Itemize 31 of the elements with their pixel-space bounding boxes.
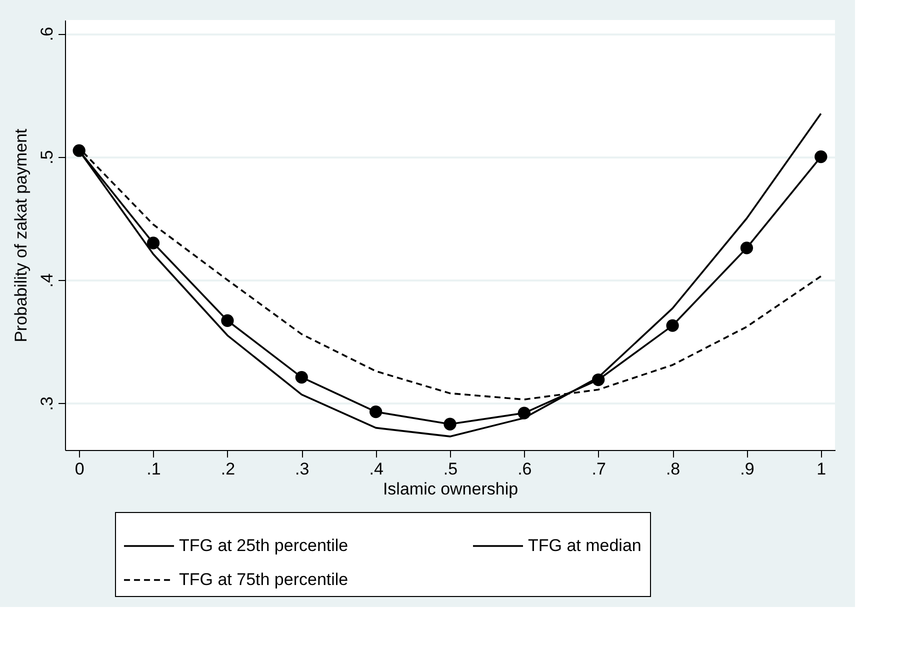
y-axis-title: Probability of zakat payment (12, 128, 30, 342)
point (146, 236, 160, 250)
x-axis-title: Islamic ownership (382, 480, 518, 498)
point (518, 406, 531, 420)
x-tick-label: .4 (369, 460, 384, 478)
x-tick-label: .9 (740, 460, 754, 478)
x-tick-label: .8 (666, 460, 680, 478)
x-tick-label: .5 (443, 460, 458, 478)
y-tick-label: .4 (38, 273, 56, 288)
y-tick-label: .5 (38, 150, 56, 164)
legend-label: TFG at 75th percentile (179, 570, 348, 589)
point (592, 373, 605, 386)
x-tick-label: .6 (518, 460, 532, 478)
point (740, 242, 754, 254)
x-tick-label: .1 (146, 460, 161, 478)
point (221, 314, 234, 327)
x-tick-label: .3 (295, 460, 310, 478)
legend-label: TFG at median (528, 536, 642, 555)
point (295, 370, 308, 384)
x-tick-label: .7 (592, 460, 606, 478)
point (444, 418, 456, 430)
point (369, 405, 382, 418)
y-tick-label: .3 (38, 396, 56, 411)
point (814, 150, 828, 164)
x-tick-label: 1 (816, 460, 826, 478)
y-tick-label: .6 (38, 26, 56, 42)
point (666, 319, 679, 332)
legend-label: TFG at 25th percentile (179, 536, 348, 555)
x-tick-label: .2 (220, 460, 236, 478)
point (72, 144, 86, 157)
x-tick-label: 0 (74, 460, 84, 478)
